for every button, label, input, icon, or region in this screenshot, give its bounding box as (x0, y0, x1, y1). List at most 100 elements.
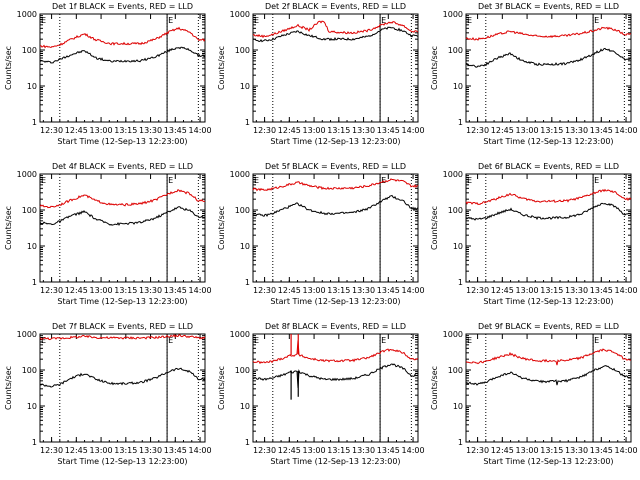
y-tick-label: 1 (32, 118, 37, 127)
y-axis-label: Counts/sec (217, 46, 226, 90)
x-tick-label: 12:45 (278, 126, 301, 135)
x-tick-label: 13:30 (352, 126, 375, 135)
plot-frame (465, 333, 632, 443)
e-marker: E (41, 16, 46, 25)
y-tick-label: 100 (22, 366, 37, 375)
y-tick-label: 10 (27, 402, 37, 411)
chart-title: Det 4f BLACK = Events, RED = LLD (52, 162, 193, 171)
x-tick-label: 13:45 (590, 286, 613, 295)
x-tick-label: 13:00 (90, 126, 113, 135)
y-axis-label: Counts/sec (430, 206, 439, 250)
series-line-lld (40, 26, 206, 49)
y-tick-label: 1 (245, 438, 250, 447)
x-tick-label: 13:45 (164, 446, 187, 455)
series-line-lld (465, 26, 632, 41)
x-axis-label: Start Time (12-Sep-13 12:23:00) (270, 137, 400, 146)
x-tick-label: 14:00 (189, 446, 212, 455)
x-axis-label: Start Time (12-Sep-13 12:23:00) (483, 297, 613, 306)
x-tick-label: 13:30 (565, 446, 588, 455)
x-tick-label: 12:45 (491, 126, 514, 135)
series-line-events (465, 47, 631, 68)
series-line-events (465, 202, 632, 221)
x-tick-label: 13:00 (90, 446, 113, 455)
x-tick-label: 13:00 (516, 446, 539, 455)
x-tick-label: 14:00 (402, 286, 425, 295)
plot-frame (465, 13, 632, 123)
y-tick-label: 10 (453, 402, 463, 411)
chart-panel-5: Det 5f BLACK = Events, RED = LLD E E 1 10 100… (217, 162, 425, 306)
y-tick-label: 100 (448, 366, 463, 375)
x-tick-label: 13:15 (540, 446, 563, 455)
series-line-events (39, 367, 206, 388)
x-tick-label: 13:15 (540, 126, 563, 135)
x-tick-label: 12:30 (40, 286, 63, 295)
x-tick-label: 13:15 (327, 286, 350, 295)
e-marker: E (254, 176, 259, 185)
x-tick-label: 14:00 (189, 126, 212, 135)
x-tick-label: 14:00 (189, 286, 212, 295)
y-tick-label: 1 (458, 278, 463, 287)
x-tick-label: 13:00 (303, 286, 326, 295)
x-tick-label: 13:30 (565, 286, 588, 295)
x-axis-label: Start Time (12-Sep-13 12:23:00) (57, 137, 187, 146)
plot-frame (252, 173, 419, 283)
chart-title: Det 6f BLACK = Events, RED = LLD (478, 162, 619, 171)
e-marker: E (381, 176, 386, 185)
y-axis-label: Counts/sec (4, 46, 13, 90)
y-tick-label: 100 (22, 46, 37, 55)
e-marker: E (467, 16, 472, 25)
x-tick-label: 12:45 (278, 286, 301, 295)
x-tick-label: 13:30 (352, 286, 375, 295)
y-axis-label: Counts/sec (4, 366, 13, 410)
series-line-events (252, 363, 419, 389)
series-line-events (252, 194, 419, 218)
y-tick-label: 1000 (230, 170, 250, 179)
series-line-lld (252, 340, 419, 365)
y-axis-label: Counts/sec (430, 46, 439, 90)
x-tick-label: 13:45 (164, 286, 187, 295)
e-marker: E (41, 336, 46, 345)
chart-panel-7: Det 7f BLACK = Events, RED = LLD E E 1 10 100… (4, 322, 212, 466)
x-tick-label: 13:15 (114, 126, 137, 135)
x-tick-label: 13:45 (164, 126, 187, 135)
x-tick-label: 12:30 (253, 286, 276, 295)
x-tick-label: 12:30 (40, 446, 63, 455)
y-tick-label: 10 (27, 82, 37, 91)
x-tick-label: 12:45 (278, 446, 301, 455)
chart-panel-4: Det 4f BLACK = Events, RED = LLD E E 1 10 100… (4, 162, 212, 306)
y-tick-label: 10 (240, 82, 250, 91)
e-marker: E (168, 336, 173, 345)
e-marker: E (254, 336, 259, 345)
x-tick-label: 13:45 (590, 126, 613, 135)
y-tick-label: 10 (27, 242, 37, 251)
x-axis-label: Start Time (12-Sep-13 12:23:00) (57, 457, 187, 466)
x-tick-label: 13:00 (303, 126, 326, 135)
x-tick-label: 13:00 (90, 286, 113, 295)
series-line-events (39, 46, 206, 64)
chart-panel-9: Det 9f BLACK = Events, RED = LLD E E 1 10 100… (430, 322, 638, 466)
e-marker: E (41, 176, 46, 185)
chart-title: Det 9f BLACK = Events, RED = LLD (478, 322, 619, 331)
x-tick-label: 12:45 (491, 446, 514, 455)
x-tick-label: 14:00 (402, 126, 425, 135)
e-marker: E (467, 336, 472, 345)
chart-title: Det 5f BLACK = Events, RED = LLD (265, 162, 406, 171)
e-marker: E (594, 16, 599, 25)
x-tick-label: 13:30 (139, 446, 162, 455)
chart-panel-8: Det 8f BLACK = Events, RED = LLD E E 1 10 100… (217, 322, 425, 466)
y-tick-label: 1 (458, 118, 463, 127)
e-marker: E (168, 16, 173, 25)
y-tick-label: 1000 (17, 10, 37, 19)
x-tick-label: 14:00 (402, 446, 425, 455)
plot-frame (465, 173, 632, 283)
x-axis-label: Start Time (12-Sep-13 12:23:00) (270, 457, 400, 466)
x-tick-label: 13:00 (516, 126, 539, 135)
x-tick-label: 12:45 (65, 286, 88, 295)
chart-panel-6: Det 6f BLACK = Events, RED = LLD E E 1 10 100… (430, 162, 638, 306)
y-tick-label: 1000 (230, 10, 250, 19)
x-tick-label: 13:15 (540, 286, 563, 295)
series-line-events (465, 365, 632, 386)
y-tick-label: 1000 (443, 330, 463, 339)
chart-title: Det 1f BLACK = Events, RED = LLD (52, 2, 193, 11)
plot-frame (39, 173, 206, 283)
